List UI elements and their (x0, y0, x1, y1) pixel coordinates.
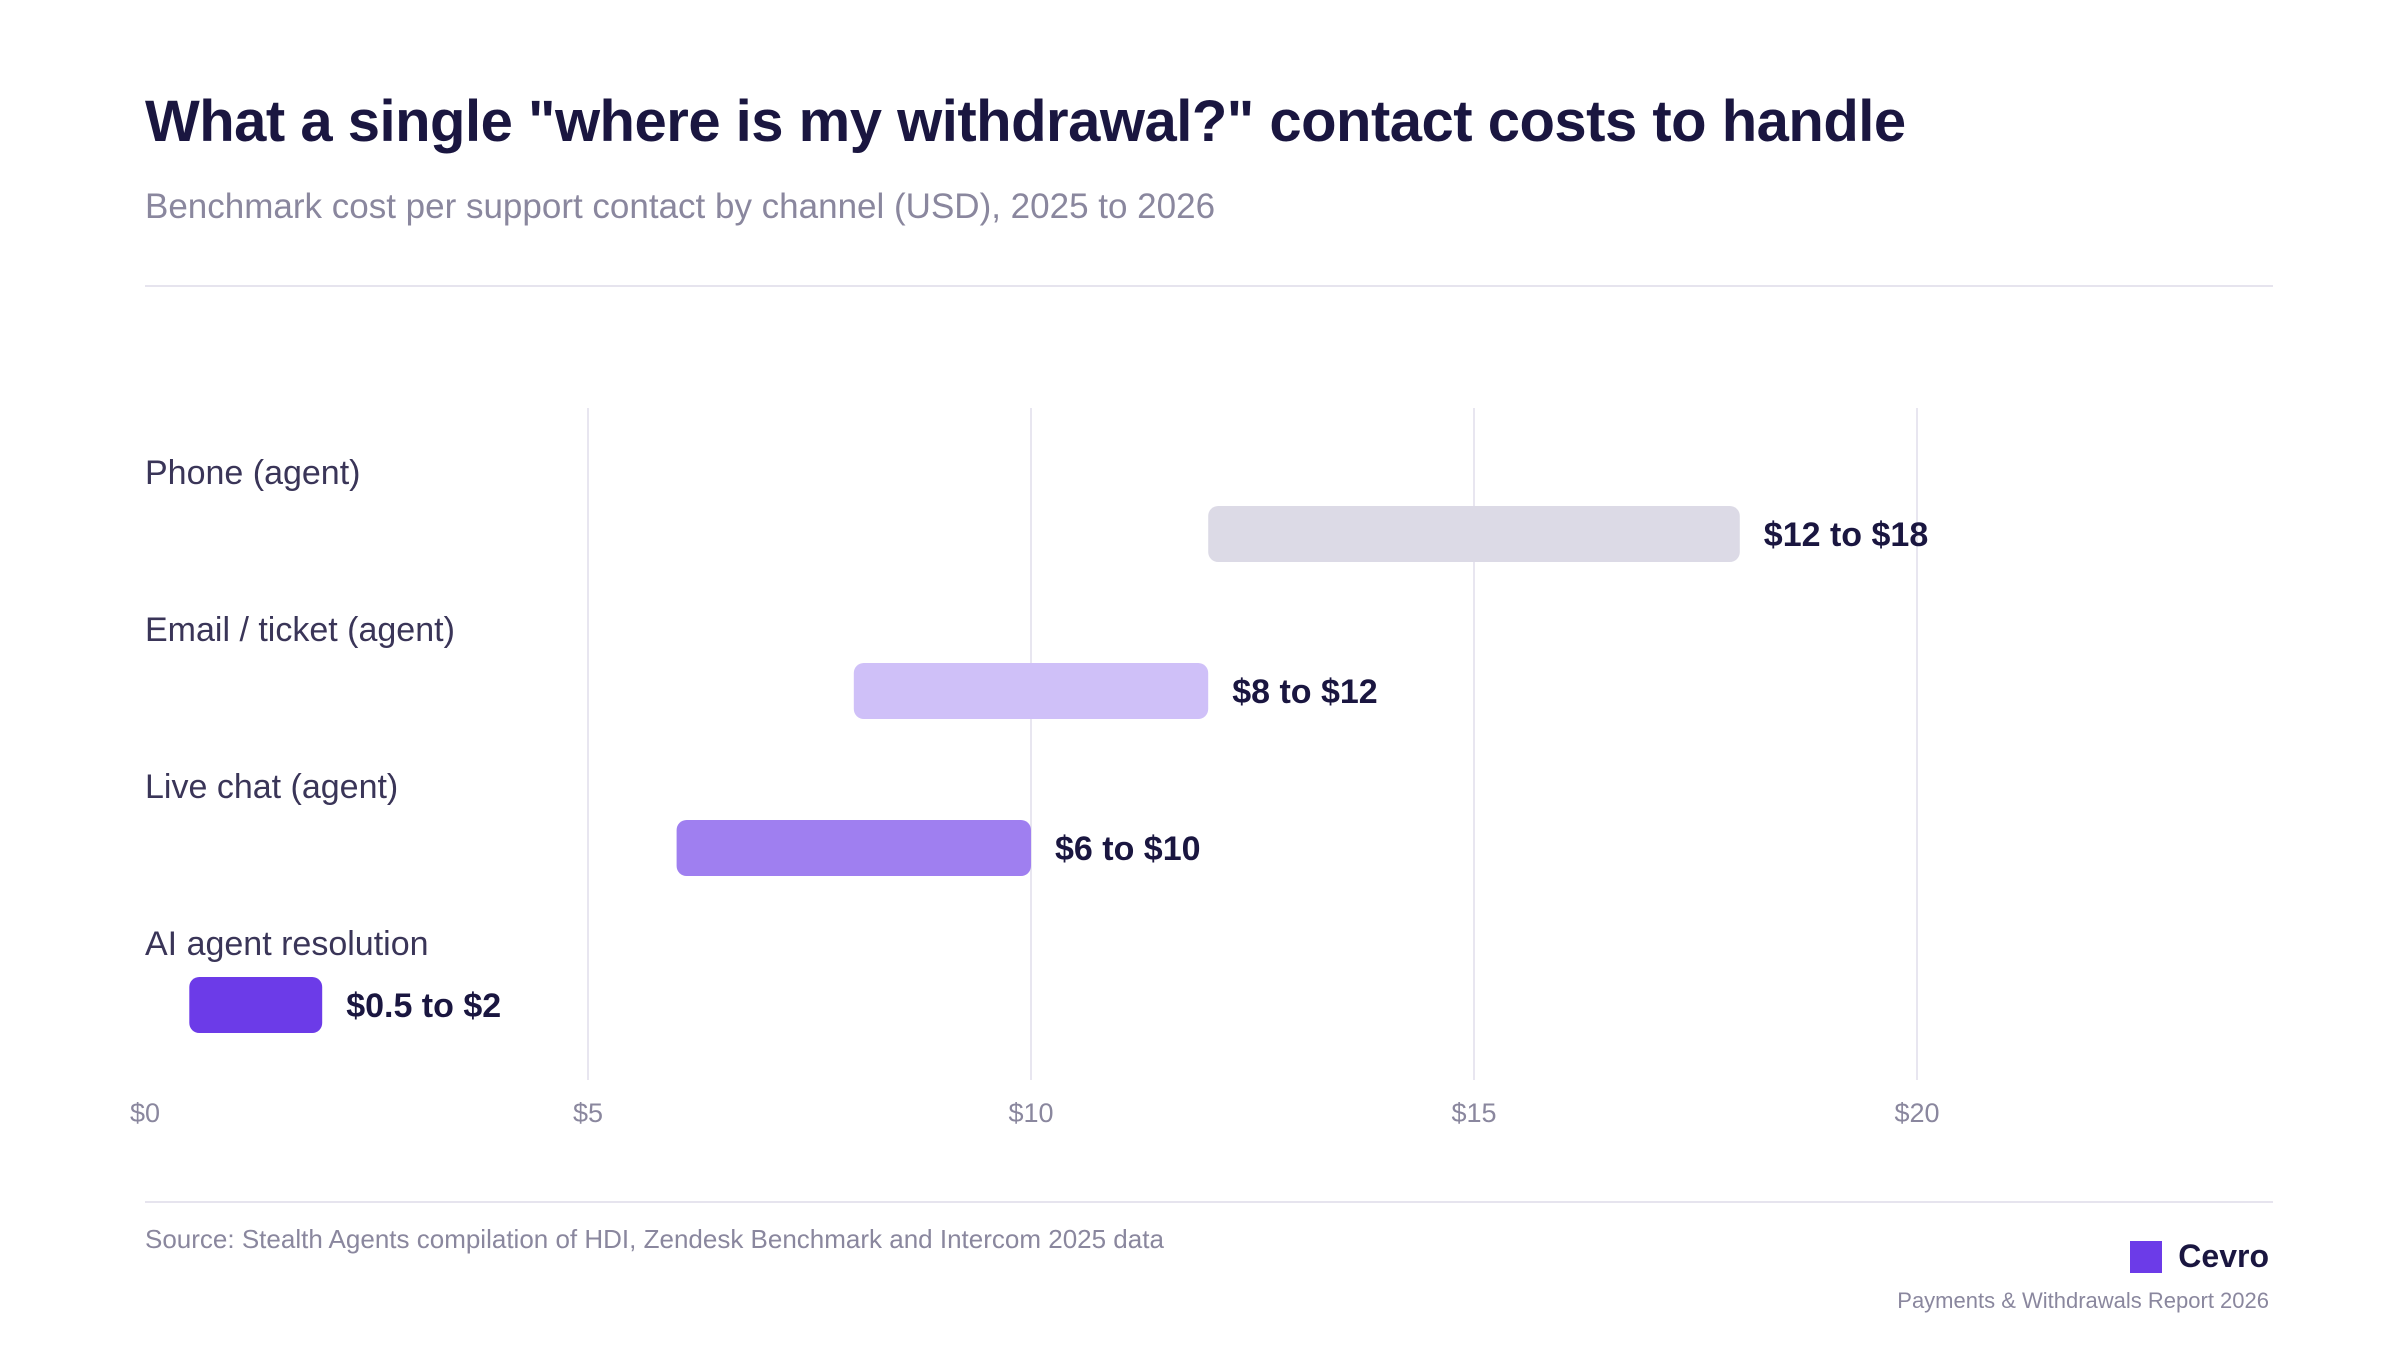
category-label: Email / ticket (agent) (145, 611, 455, 649)
report-name: Payments & Withdrawals Report 2026 (1897, 1288, 2269, 1313)
range-bar (1208, 506, 1740, 562)
value-label: $6 to $10 (1055, 830, 1201, 868)
category-label: AI agent resolution (145, 925, 429, 963)
value-label: $12 to $18 (1764, 516, 1928, 554)
x-tick-label: $0 (130, 1098, 160, 1128)
range-bar-chart: $0 $5 $10 $15 $20 Phone (agent) $12 to $18 Emai… (130, 408, 1940, 1128)
category-label: Live chat (agent) (145, 768, 398, 806)
bars (189, 506, 1740, 1033)
brand-logo: Cevro (2130, 1238, 2269, 1275)
range-bar (853, 663, 1209, 719)
brand-name: Cevro (2178, 1238, 2269, 1274)
value-label: $0.5 to $2 (346, 987, 501, 1025)
labels: $0 $5 $10 $15 $20 Phone (agent) $12 to $18 Emai… (130, 454, 1940, 1128)
range-bar (189, 977, 323, 1033)
x-tick-label: $5 (573, 1098, 603, 1128)
x-tick-label: $15 (1451, 1098, 1496, 1128)
category-label: Phone (agent) (145, 454, 361, 492)
source-note: Source: Stealth Agents compilation of HD… (145, 1224, 1164, 1254)
chart-title: What a single "where is my withdrawal?" … (145, 89, 1906, 154)
x-tick-label: $20 (1894, 1098, 1939, 1128)
brand-square-icon (2130, 1240, 2163, 1273)
header-divider (145, 285, 2273, 287)
x-tick-label: $10 (1008, 1098, 1053, 1128)
range-bar (676, 820, 1031, 876)
footer-divider (145, 1201, 2273, 1203)
chart-subtitle: Benchmark cost per support contact by ch… (145, 187, 1216, 226)
value-label: $8 to $12 (1232, 673, 1378, 711)
